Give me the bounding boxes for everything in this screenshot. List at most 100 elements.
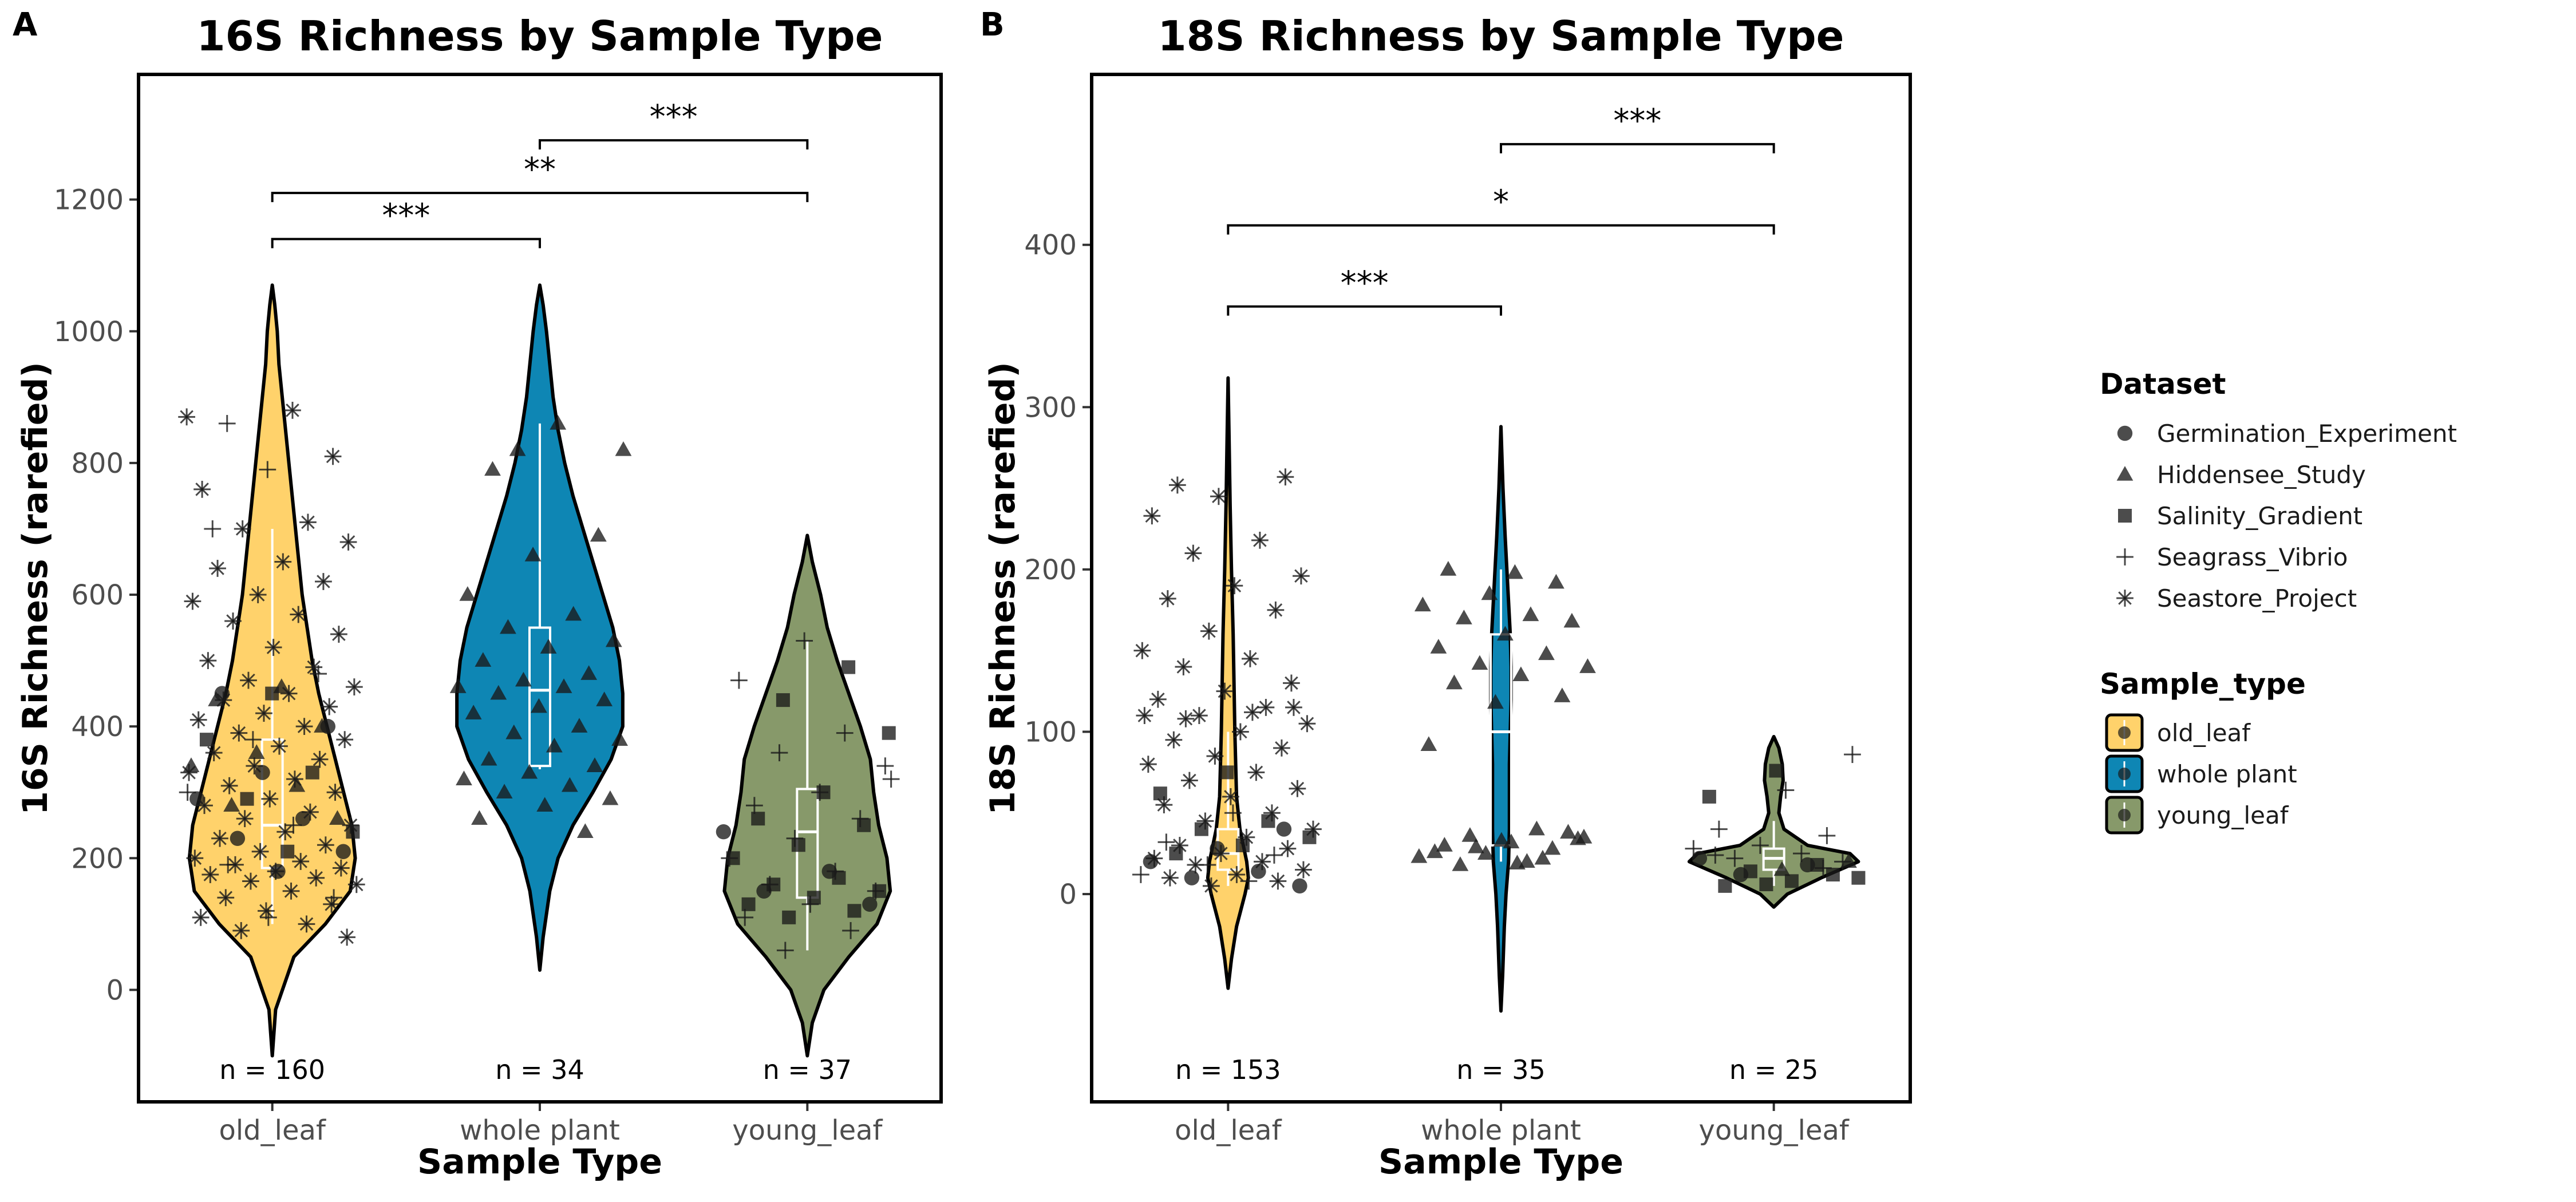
data-point xyxy=(882,726,896,740)
legend-sample-title: Sample_type xyxy=(2100,667,2306,701)
data-point xyxy=(586,757,603,772)
significance-label: *** xyxy=(1613,102,1661,140)
data-point xyxy=(1149,690,1167,708)
data-point xyxy=(1232,723,1249,741)
data-point xyxy=(1411,848,1428,863)
data-point xyxy=(183,757,200,772)
data-point xyxy=(259,908,277,926)
data-point xyxy=(596,691,613,706)
y-tick-label: 0 xyxy=(1059,879,1077,911)
data-point xyxy=(576,823,594,839)
panel-a-frame xyxy=(137,73,943,1104)
data-point xyxy=(1461,827,1479,842)
legend-dataset-entries: Germination_Experiment Hiddensee_Study Sal… xyxy=(2116,420,2457,612)
data-point xyxy=(1414,596,1431,612)
data-point xyxy=(1726,849,1744,867)
data-point xyxy=(224,612,242,630)
data-point xyxy=(1139,756,1157,773)
data-point xyxy=(209,560,226,577)
data-point xyxy=(204,520,222,537)
data-point xyxy=(211,829,228,847)
data-point xyxy=(730,671,748,689)
data-point xyxy=(801,895,819,913)
data-point xyxy=(1560,824,1577,839)
legend-label: Seagrass_Vibrio xyxy=(2157,543,2348,571)
data-point xyxy=(251,843,269,860)
data-point xyxy=(1718,879,1732,893)
data-point xyxy=(590,527,607,542)
data-point xyxy=(524,547,542,562)
data-point xyxy=(741,897,756,911)
data-point xyxy=(1800,857,1815,873)
data-point xyxy=(1471,655,1488,670)
data-point xyxy=(1769,764,1783,778)
legend-label: old_leaf xyxy=(2157,719,2251,747)
panel-a-x-axis-title: Sample Type xyxy=(417,1142,662,1182)
significance-label: *** xyxy=(650,98,698,136)
data-point xyxy=(857,818,871,832)
data-point xyxy=(282,882,300,900)
data-point xyxy=(1544,840,1561,855)
data-point xyxy=(270,864,286,879)
data-point xyxy=(1509,855,1526,869)
data-point xyxy=(1143,507,1161,525)
data-point xyxy=(234,520,251,537)
data-point xyxy=(264,639,282,656)
data-point xyxy=(1269,872,1287,890)
data-point xyxy=(515,671,532,687)
data-point xyxy=(1445,674,1463,690)
data-point xyxy=(199,652,217,669)
data-point xyxy=(496,784,513,798)
data-point xyxy=(208,691,225,706)
significance-bracket xyxy=(1227,224,1775,235)
data-point xyxy=(1210,488,1227,505)
data-point xyxy=(1815,859,1832,877)
data-point xyxy=(1851,871,1866,885)
data-point xyxy=(1818,827,1836,844)
legend-key-plus xyxy=(2116,548,2134,566)
panel-a-plot: 0 200 400 600 800 1000 1200 old_leaf n = 160 whol… xyxy=(54,98,900,1146)
data-point xyxy=(259,461,276,479)
data-point xyxy=(321,698,338,715)
data-point xyxy=(1548,574,1564,589)
y-tick-label: 1200 xyxy=(54,184,124,216)
data-point xyxy=(1563,612,1581,628)
data-point xyxy=(1844,746,1861,764)
data-point xyxy=(1487,694,1504,709)
data-point xyxy=(339,533,357,551)
data-point xyxy=(295,811,311,827)
data-point xyxy=(1840,853,1857,868)
legend-label: Hiddensee_Study xyxy=(2157,461,2366,489)
data-point xyxy=(1528,820,1545,836)
y-tick-label: 300 xyxy=(1024,392,1077,424)
data-point xyxy=(1302,830,1317,844)
data-point xyxy=(217,889,235,907)
data-point xyxy=(1247,764,1265,781)
data-point xyxy=(459,586,476,601)
data-point xyxy=(202,866,219,883)
violin-old_leaf xyxy=(1206,376,1250,990)
data-point xyxy=(1519,853,1535,868)
panel-b-frame xyxy=(1090,73,1912,1104)
data-point xyxy=(178,408,195,426)
data-point xyxy=(867,882,884,900)
data-point xyxy=(782,910,796,924)
data-point xyxy=(521,764,538,779)
data-point xyxy=(1733,867,1749,883)
n-label: n = 35 xyxy=(1456,1054,1545,1085)
data-point xyxy=(1710,820,1728,838)
data-point xyxy=(323,895,341,913)
data-point xyxy=(315,573,332,590)
data-point xyxy=(338,928,355,946)
legend-label: young_leaf xyxy=(2157,801,2289,829)
data-point xyxy=(1194,822,1208,836)
data-point xyxy=(325,889,342,907)
data-point xyxy=(611,731,629,746)
data-point xyxy=(248,744,265,759)
data-point xyxy=(1279,840,1297,857)
n-label: n = 25 xyxy=(1729,1054,1818,1085)
data-point xyxy=(242,872,259,890)
data-point xyxy=(811,784,828,801)
data-point xyxy=(571,718,588,733)
